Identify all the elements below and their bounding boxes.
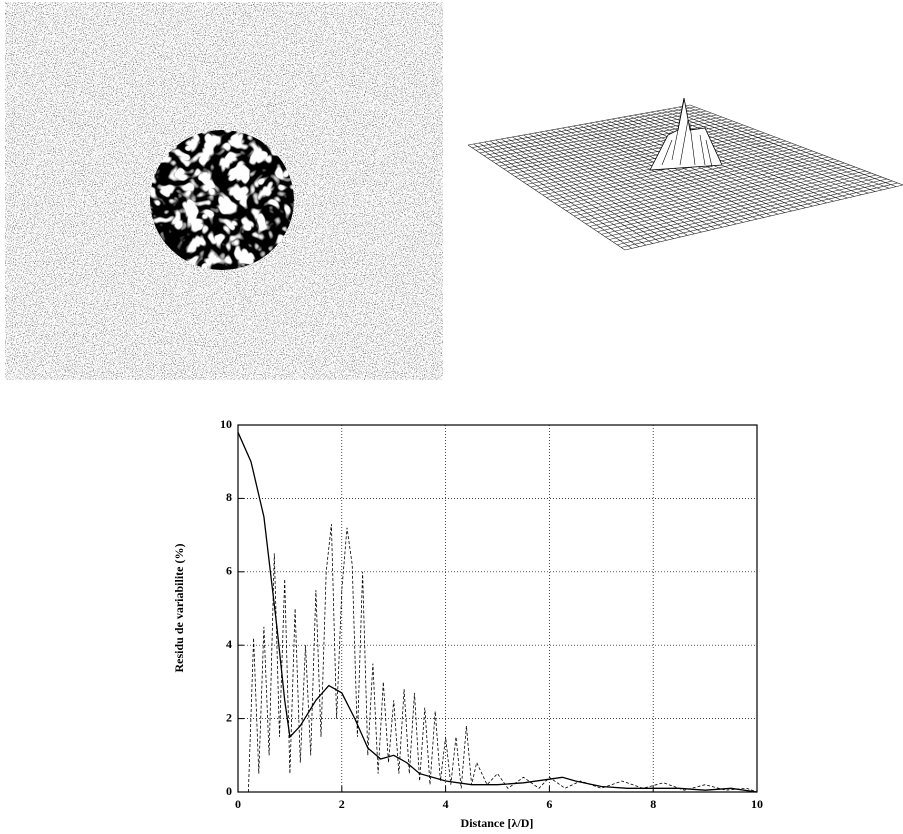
- chart: Residu de variabilite (%) Distance [λ/D]…: [172, 417, 763, 830]
- mesh-line: [569, 156, 829, 214]
- mesh-line: [585, 164, 850, 225]
- mesh-line: [673, 107, 883, 191]
- mesh-line: [566, 154, 824, 211]
- y-tick-label: 4: [226, 637, 232, 651]
- mesh-line: [617, 180, 893, 246]
- mesh-line: [624, 184, 903, 251]
- y-tick-label: 0: [226, 784, 232, 798]
- mesh-line: [593, 168, 861, 230]
- mesh-line: [601, 172, 872, 235]
- mesh-line: [558, 150, 813, 206]
- mesh-line: [546, 144, 797, 198]
- mesh-line: [656, 110, 862, 196]
- mesh-line: [628, 115, 827, 204]
- mesh-line: [678, 106, 890, 189]
- mesh-line: [662, 109, 869, 194]
- plot-frame: [237, 424, 758, 793]
- mesh-line: [609, 176, 882, 240]
- x-tick-label: 0: [235, 797, 241, 811]
- x-axis-label: Distance [λ/D]: [461, 816, 534, 830]
- y-tick-label: 2: [226, 710, 232, 724]
- mesh-line: [554, 148, 808, 204]
- mesh-line: [623, 116, 820, 205]
- x-tick-label: 8: [650, 797, 656, 811]
- mesh-line: [605, 174, 877, 238]
- mesh-line: [581, 162, 845, 222]
- mesh-line: [550, 146, 802, 201]
- data-line: [237, 432, 758, 793]
- x-tick-label: 6: [546, 797, 552, 811]
- mesh-line: [584, 123, 772, 217]
- data-line: [248, 524, 758, 793]
- mesh-line: [667, 108, 876, 192]
- mesh-line: [613, 178, 888, 243]
- mesh-line: [689, 104, 903, 186]
- surface-peak-lines: [661, 99, 713, 168]
- mesh-line: [639, 113, 841, 200]
- y-axis-label: Residu de variabilite (%): [172, 544, 186, 673]
- y-tick-label: 8: [226, 490, 232, 504]
- mesh-line: [589, 122, 779, 215]
- y-tick-label: 10: [220, 417, 232, 431]
- y-tick-label: 6: [226, 564, 232, 578]
- mesh-line: [589, 166, 856, 227]
- surface-peak: [649, 97, 723, 171]
- x-tick-label: 10: [751, 797, 763, 811]
- mesh-line: [562, 152, 818, 209]
- mesh-line: [684, 105, 897, 187]
- images: [5, 2, 903, 380]
- mesh-line: [577, 160, 840, 219]
- mesh-line: [573, 158, 834, 217]
- x-tick-label: 4: [443, 797, 449, 811]
- x-tick-label: 2: [339, 797, 345, 811]
- mesh-line: [634, 114, 834, 202]
- speckle-blob: [150, 130, 294, 270]
- mesh-line: [597, 170, 866, 232]
- mesh-line: [621, 182, 898, 248]
